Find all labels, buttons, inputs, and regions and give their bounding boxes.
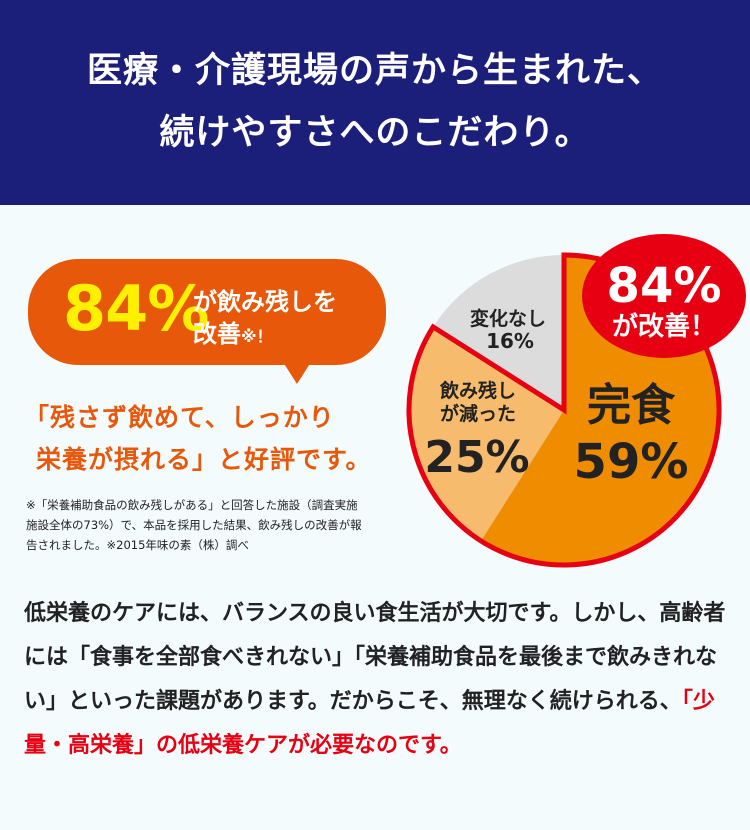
value-no-change: 16% xyxy=(486,329,534,353)
body-highlight: 「少量・高栄養」の低栄養ケアが必要なのです。 xyxy=(24,689,715,758)
footnote-line: 告されました。※2015年味の素（株）調べ xyxy=(26,538,249,552)
speech-bubble xyxy=(28,259,386,365)
value-complete: 59% xyxy=(574,434,689,490)
bubble-text-1: が飲み残しを xyxy=(193,288,337,316)
badge-text: が改善！ xyxy=(612,311,716,342)
pie-slice-1 xyxy=(409,326,564,541)
headline-line-2: 続けやすさへのこだわり。 xyxy=(159,113,591,153)
body-normal: 低栄養のケアには、バランスの良い食生活が大切です。しかし、高齢者には「食事を全部… xyxy=(24,601,726,714)
label-reduced-1: 飲み残し xyxy=(439,379,516,402)
label-complete: 完食 xyxy=(587,380,676,431)
body-text: 低栄養のケアには、バランスの良い食生活が大切です。しかし、高齢者には「食事を全部… xyxy=(24,592,744,768)
footnote-line: ※「栄養補助食品の飲み残しがある」と回答した施設（調査実施 xyxy=(26,498,358,512)
header-banner: 医療・介護現場の声から生まれた、 続けやすさへのこだわり。 xyxy=(0,0,750,205)
label-reduced-2: が減った xyxy=(440,402,516,425)
bubble-mark: ※！ xyxy=(241,327,273,346)
headline-line-1: 医療・介護現場の声から生まれた、 xyxy=(86,51,663,91)
pie-slice-2 xyxy=(433,255,564,410)
value-reduced: 25% xyxy=(424,432,529,483)
quote-line-2: 栄養が摂れる」と好評です。 xyxy=(36,445,372,474)
footnote: ※「栄養補助食品の飲み残しがある」と回答した施設（調査実施 施設全体の73%）で… xyxy=(26,495,396,555)
footnote-line: 施設全体の73%）で、本品を採用した結果、飲み残しの改善が報 xyxy=(26,518,362,532)
bubble-text-2: 改善 xyxy=(193,320,241,348)
speech-bubble-tail xyxy=(283,362,311,384)
badge-percent: 84% xyxy=(607,258,722,314)
quote-line-1: 「残さず飲めて、しっかり xyxy=(24,403,335,432)
improved-badge xyxy=(582,234,746,358)
bubble-percent: 84% xyxy=(63,272,209,345)
label-no-change: 変化なし xyxy=(470,307,546,330)
